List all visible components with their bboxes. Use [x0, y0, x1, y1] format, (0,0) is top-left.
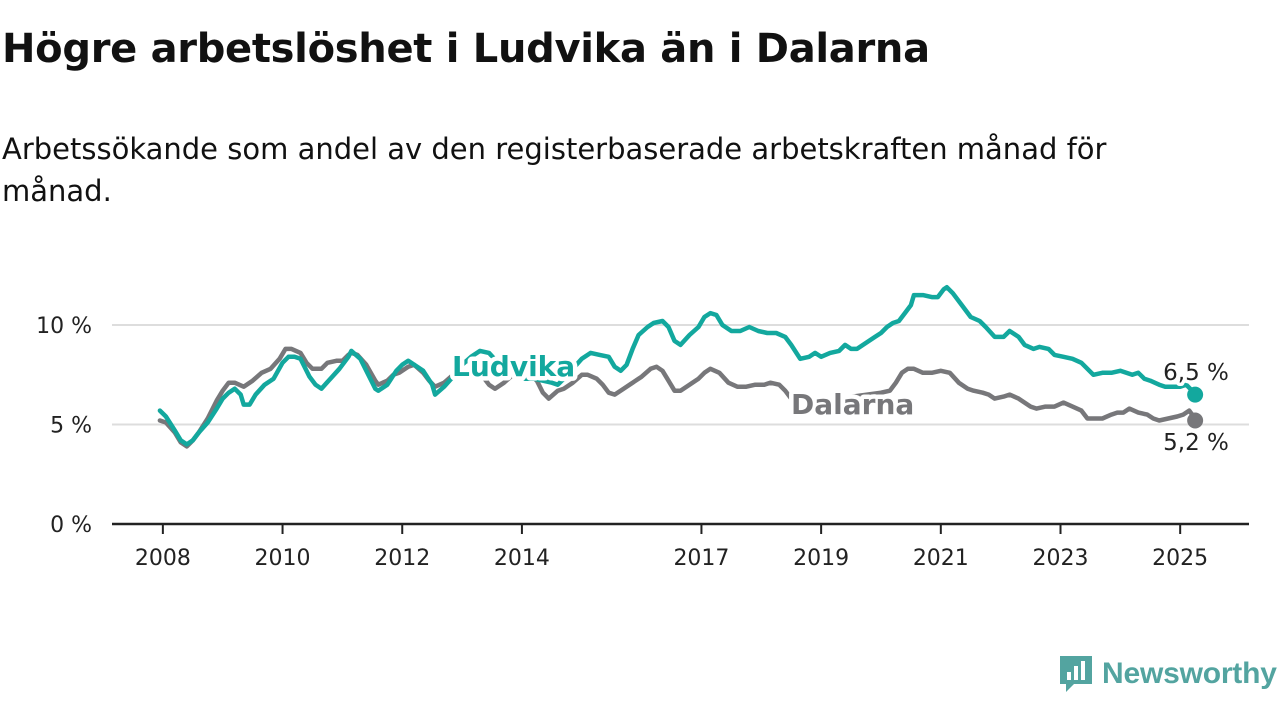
x-tick-label: 2017: [673, 546, 729, 571]
y-tick-label: 5 %: [50, 414, 92, 439]
y-axis-ticks: 0 % 5 % 10 %: [36, 314, 92, 538]
dalarna-label: Dalarna: [791, 388, 914, 421]
chart-subtitle: Arbetssökande som andel av den registerb…: [2, 132, 1107, 208]
x-tick-label: 2012: [374, 546, 430, 571]
dalarna-end-point: [1187, 412, 1204, 429]
series-lines: [157, 284, 1204, 449]
x-tick-label: 2019: [793, 546, 849, 571]
x-tick-label: 2021: [913, 546, 969, 571]
dalarna-end-label: 5,2 %: [1163, 430, 1229, 456]
y-tick-label: 10 %: [36, 314, 92, 339]
ludvika-end-label-halo: 6,5 %: [1163, 360, 1229, 386]
x-tick-label: 2008: [135, 546, 191, 571]
brand-name: Newsworthy: [1102, 657, 1277, 690]
x-tick-label: 2023: [1032, 546, 1088, 571]
x-tick-label: 2014: [494, 546, 550, 571]
x-axis-ticks: 2008 2010 2012 2014 2017 2019 2021 2023 2025: [135, 524, 1208, 571]
x-tick-label: 2025: [1152, 546, 1208, 571]
dalarna-label-halo: Dalarna: [791, 388, 914, 421]
dalarna-end-label-halo: 5,2 %: [1163, 430, 1229, 456]
x-tick-label: 2010: [255, 546, 311, 571]
chart-title: Högre arbetslöshet i Ludvika än i Dalarn…: [2, 26, 930, 72]
newsworthy-logo: Newsworthy: [1058, 654, 1277, 694]
ludvika-label-halo: Ludvika: [452, 350, 575, 383]
ludvika-line: [157, 284, 1198, 447]
y-tick-label: 0 %: [50, 513, 92, 538]
dalarna-line: [157, 346, 1198, 449]
newsworthy-icon: [1060, 656, 1092, 692]
ludvika-end-label: 6,5 %: [1163, 360, 1229, 386]
ludvika-end-point: [1187, 386, 1204, 403]
ludvika-label: Ludvika: [452, 350, 575, 383]
